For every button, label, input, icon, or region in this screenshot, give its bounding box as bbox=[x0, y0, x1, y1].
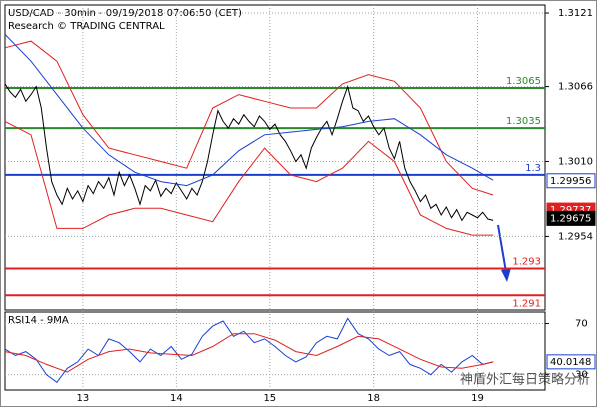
x-tick-label: 19 bbox=[471, 393, 484, 404]
price-tag bbox=[546, 354, 596, 370]
x-tick-label: 13 bbox=[77, 393, 90, 404]
x-tick-label: 15 bbox=[263, 393, 276, 404]
level-label: 1.293 bbox=[512, 257, 541, 268]
y-tick-label: 1.2954 bbox=[558, 231, 593, 242]
level-label: 1.291 bbox=[512, 298, 541, 309]
series-line bbox=[4, 333, 494, 373]
arrow-head bbox=[501, 268, 511, 282]
rsi-title: RSI14 - 9MA bbox=[8, 315, 69, 326]
price-tag-label: 40.0148 bbox=[550, 357, 591, 368]
y-tick-label: 1.3066 bbox=[558, 82, 593, 93]
watermark: 神盾外汇每日策略分析 bbox=[460, 372, 590, 388]
x-tick-label: 14 bbox=[170, 393, 183, 404]
price-panel bbox=[4, 4, 546, 311]
y-tick-label: 70 bbox=[575, 319, 588, 330]
series-line bbox=[4, 83, 494, 222]
chart-title: USD/CAD - 30min - 09/19/2018 07:06:50 (C… bbox=[8, 8, 242, 19]
level-label: 1.3 bbox=[525, 163, 541, 174]
y-tick-label: 1.3121 bbox=[558, 8, 593, 19]
x-tick-label: 18 bbox=[367, 393, 380, 404]
price-tag bbox=[546, 210, 596, 226]
price-tag bbox=[546, 173, 596, 189]
series-line bbox=[4, 40, 494, 196]
level-label: 1.3065 bbox=[506, 76, 541, 87]
price-tag-label: 1.29675 bbox=[550, 213, 591, 224]
series-line bbox=[4, 317, 494, 383]
rsi-panel bbox=[4, 311, 546, 391]
price-tag-label: 1.29956 bbox=[550, 176, 591, 187]
series-line bbox=[4, 34, 494, 187]
y-tick-label: 1.3010 bbox=[558, 157, 593, 168]
price-tag-label: 1.29737 bbox=[550, 205, 591, 216]
arrow bbox=[497, 224, 507, 273]
chart-subtitle: Research © TRADING CENTRAL bbox=[8, 21, 165, 32]
series-line bbox=[4, 120, 494, 236]
level-label: 1.3035 bbox=[506, 116, 541, 127]
y-tick-label: 30 bbox=[575, 370, 588, 381]
